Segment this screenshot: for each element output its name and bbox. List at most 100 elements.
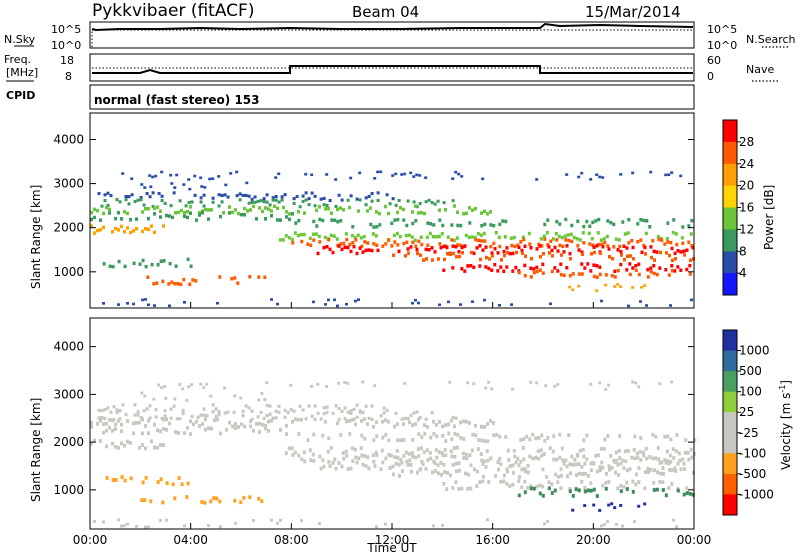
gate-cell	[542, 234, 546, 238]
power-ylabel: Slant Range [km]	[29, 185, 43, 289]
gate-cell	[682, 492, 686, 497]
gate-cell	[476, 232, 480, 236]
gate-cell	[487, 380, 491, 384]
gate-cell	[414, 244, 418, 248]
colorbar-segment	[723, 412, 737, 434]
gate-cell	[209, 394, 213, 398]
gate-cell	[362, 234, 366, 239]
gate-cell	[326, 449, 330, 454]
gate-cell	[655, 250, 659, 254]
gate-cell	[358, 410, 362, 415]
gate-cell	[539, 255, 542, 259]
gate-cell	[133, 413, 137, 417]
gate-cell	[183, 524, 186, 528]
gate-cell	[328, 199, 332, 203]
gate-cell	[636, 240, 640, 244]
gate-cell	[580, 272, 584, 276]
gate-cell	[274, 416, 278, 420]
gate-cell	[427, 248, 431, 252]
gate-cell	[427, 198, 431, 202]
gate-cell	[195, 218, 198, 222]
gate-cell	[204, 207, 207, 212]
gate-cell	[126, 522, 129, 526]
gate-cell	[441, 424, 444, 429]
gate-cell	[459, 435, 463, 440]
gate-cell	[480, 424, 483, 429]
gate-cell	[346, 198, 350, 202]
gate-cell	[204, 417, 207, 422]
gate-cell	[346, 245, 350, 250]
gate-cell	[185, 398, 189, 402]
gate-cell	[593, 250, 596, 255]
gate-cell	[524, 254, 527, 258]
gate-cell	[460, 486, 464, 491]
gate-cell	[159, 215, 162, 219]
gate-cell	[90, 421, 93, 425]
gate-cell	[608, 467, 611, 472]
gate-cell	[188, 187, 192, 191]
gate-cell	[312, 238, 316, 242]
gate-cell	[199, 382, 203, 386]
gate-cell	[429, 222, 433, 226]
gate-cell	[293, 231, 297, 235]
gate-cell	[645, 304, 648, 307]
gate-cell	[355, 460, 359, 465]
gate-cell	[437, 450, 441, 455]
gate-cell	[561, 244, 565, 249]
gate-cell	[123, 524, 126, 528]
gate-cell	[292, 197, 296, 201]
gate-cell	[580, 250, 584, 254]
gate-cell	[290, 237, 294, 242]
colorbar-tick-label: 100	[739, 385, 762, 399]
gate-cell	[581, 231, 585, 235]
gate-cell	[219, 525, 222, 529]
gate-cell	[494, 474, 497, 478]
gate-cell	[566, 233, 570, 237]
gate-cell	[557, 234, 561, 239]
gate-cell	[115, 408, 119, 412]
gate-cell	[619, 489, 623, 494]
gate-cell	[679, 174, 683, 178]
gate-cell	[403, 381, 407, 385]
gate-cell	[429, 435, 433, 440]
gate-cell	[499, 265, 503, 269]
gate-cell	[190, 414, 194, 419]
gate-cell	[560, 473, 563, 478]
gate-cell	[577, 462, 581, 467]
gate-cell	[250, 197, 254, 201]
gate-cell	[233, 394, 237, 398]
gate-cell	[559, 262, 563, 266]
gate-cell	[274, 176, 278, 179]
gate-cell	[484, 386, 488, 390]
gate-cell	[529, 484, 533, 489]
gate-cell	[435, 434, 439, 439]
gate-cell	[334, 204, 338, 208]
gate-cell	[571, 494, 575, 498]
gate-cell	[552, 457, 556, 462]
freq-unit-label: [MHz]	[6, 66, 38, 79]
gate-cell	[449, 449, 453, 454]
gate-cell	[537, 436, 541, 440]
gate-cell	[500, 258, 503, 262]
gate-cell	[148, 416, 152, 420]
gate-cell	[504, 435, 508, 439]
gate-cell	[419, 467, 422, 472]
gate-cell	[498, 244, 502, 249]
gate-cell	[162, 427, 165, 431]
gate-cell	[590, 252, 593, 256]
gate-cell	[136, 413, 140, 417]
gate-cell	[163, 384, 167, 388]
gate-cell	[279, 518, 282, 522]
gate-cell	[359, 446, 363, 450]
gate-cell	[389, 453, 393, 458]
gate-cell	[540, 453, 544, 458]
gate-cell	[446, 252, 449, 256]
gate-cell	[193, 174, 197, 178]
x-tick-label: 04:00	[173, 533, 208, 547]
gate-cell	[352, 417, 356, 421]
gate-cell	[618, 244, 622, 249]
gate-cell	[528, 454, 532, 459]
gate-cell	[238, 198, 242, 202]
gate-cell	[639, 458, 643, 462]
